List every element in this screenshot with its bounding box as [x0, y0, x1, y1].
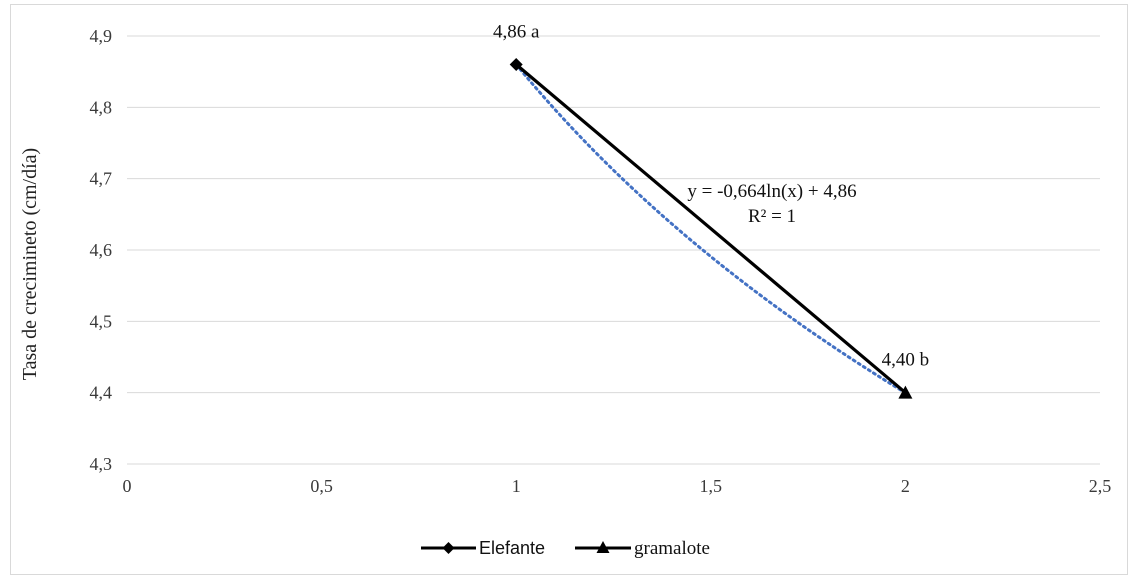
series-line — [515, 63, 907, 394]
y-tick-label: 4,3 — [90, 454, 113, 474]
legend-item-elefante[interactable]: Elefante — [421, 538, 545, 558]
series-markers — [509, 58, 913, 399]
data-label: 4,40 b — [882, 350, 930, 371]
y-tick-label: 4,7 — [90, 169, 113, 189]
point-gramalote[interactable] — [898, 385, 913, 399]
trendline — [514, 63, 907, 395]
data-label: 4,86 a — [493, 22, 540, 43]
point-elefante[interactable] — [509, 58, 523, 72]
y-axis-label: Tasa de crecimineto (cm/día) — [19, 148, 41, 380]
x-tick-label: 1,5 — [700, 476, 723, 496]
trendline-path — [514, 63, 907, 395]
y-tick-label: 4,8 — [90, 97, 113, 117]
legend-label-gramalote: gramalote — [634, 538, 710, 559]
x-tick-label: 2,5 — [1089, 476, 1112, 496]
y-tick-label: 4,9 — [90, 26, 113, 46]
y-tick-label: 4,6 — [90, 240, 113, 260]
series-lines — [515, 63, 907, 394]
x-tick-label: 2 — [901, 476, 910, 496]
x-tick-label: 0,5 — [310, 476, 333, 496]
legend-item-gramalote[interactable]: gramalote — [575, 538, 710, 559]
y-tick-label: 4,5 — [90, 311, 113, 331]
legend: Elefante gramalote — [421, 538, 710, 559]
trendline-r-squared: R² = 1 — [748, 206, 796, 227]
x-tick-labels: 0 0,5 1 1,5 2 2,5 — [123, 476, 1112, 496]
x-tick-label: 0 — [123, 476, 132, 496]
triangle-icon — [596, 541, 610, 553]
y-tick-labels: 4,3 4,4 4,5 4,6 4,7 4,8 4,9 — [90, 26, 113, 474]
legend-label-elefante: Elefante — [479, 538, 545, 558]
trendline-equation: y = -0,664ln(x) + 4,86 — [687, 181, 856, 202]
diamond-icon — [442, 542, 455, 554]
x-tick-label: 1 — [512, 476, 521, 496]
data-labels: 4,86 a 4,40 b — [493, 22, 929, 371]
chart-frame — [10, 4, 1128, 575]
y-tick-label: 4,4 — [90, 383, 113, 403]
gridlines — [127, 35, 1100, 465]
